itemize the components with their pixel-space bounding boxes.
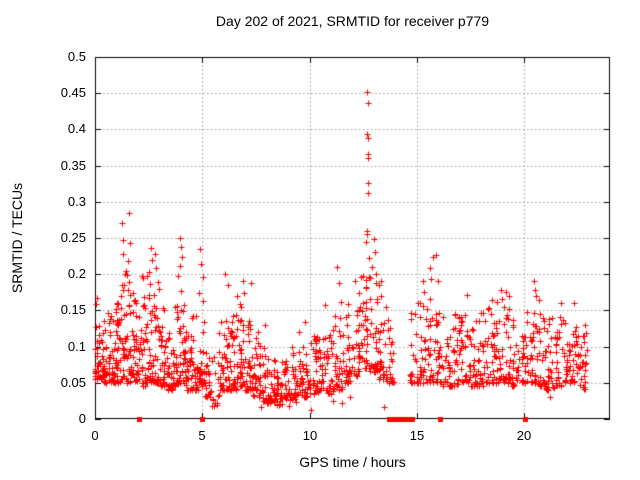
x-tick-label: 5 xyxy=(198,428,206,443)
y-tick-label: 0.35 xyxy=(60,158,86,173)
y-tick-label: 0.4 xyxy=(67,121,86,136)
y-tick-label: 0.25 xyxy=(60,230,86,245)
x-axis-label: GPS time / hours xyxy=(299,454,406,470)
y-tick-label: 0.15 xyxy=(60,302,86,317)
x-tick-label: 10 xyxy=(302,428,318,443)
chart-title: Day 202 of 2021, SRMTID for receiver p77… xyxy=(215,13,490,29)
y-tick-label: 0.5 xyxy=(67,49,86,64)
y-tick-label: 0.1 xyxy=(67,339,86,354)
x-tick-label: 15 xyxy=(409,428,425,443)
y-tick-label: 0.2 xyxy=(67,266,86,281)
y-tick-label: 0.05 xyxy=(60,375,86,390)
y-tick-label: 0.3 xyxy=(67,194,86,209)
y-tick-label: 0.45 xyxy=(60,85,86,100)
y-tick-label: 0 xyxy=(78,411,86,426)
x-tick-label: 0 xyxy=(91,428,99,443)
x-tick-label: 20 xyxy=(516,428,532,443)
